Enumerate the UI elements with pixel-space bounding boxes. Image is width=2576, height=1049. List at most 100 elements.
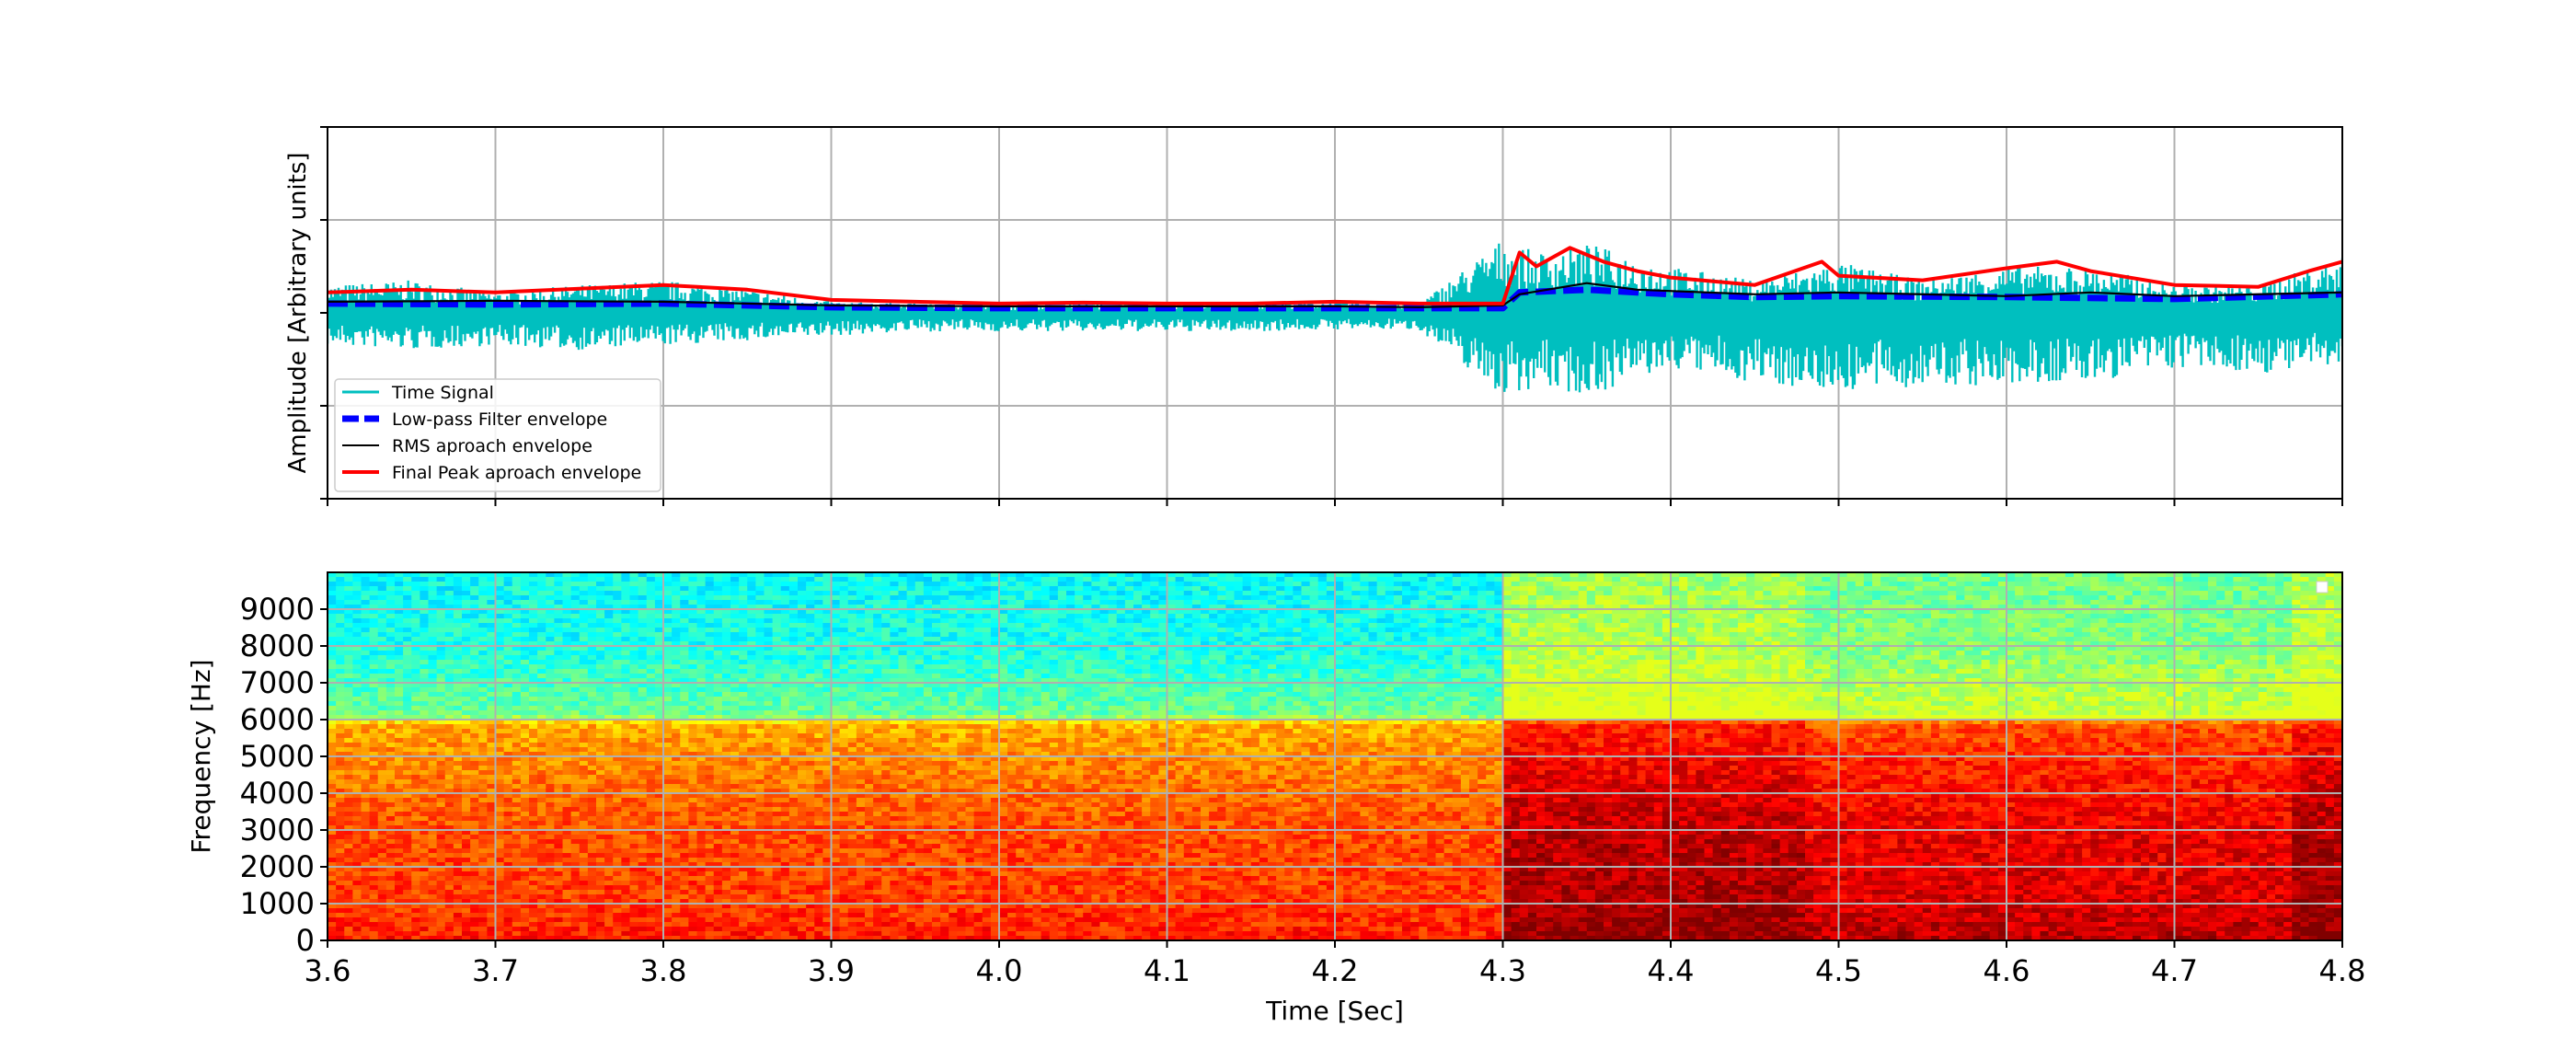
spectrogram-cell	[503, 890, 513, 895]
spectrogram-cell	[352, 798, 362, 803]
spectrogram-cell	[444, 830, 454, 836]
spectrogram-cell	[721, 848, 731, 854]
spectrogram-cell	[621, 669, 631, 674]
legend-label-final-peak: Final Peak aproach envelope	[392, 463, 641, 483]
spectrogram-cell	[428, 825, 438, 831]
spectrogram-cell	[403, 825, 412, 831]
spectrogram-cell	[377, 618, 387, 624]
spectrogram-cell	[512, 586, 522, 592]
spectrogram-cell	[696, 637, 707, 642]
spectrogram-cell	[638, 766, 648, 771]
spectrogram-cell	[478, 848, 488, 854]
spectrogram-cell	[772, 692, 782, 697]
spectrogram-cell	[529, 651, 538, 656]
spectrogram-cell	[403, 894, 412, 900]
spectrogram-cell	[688, 789, 698, 794]
spectrogram-cell	[328, 876, 337, 882]
spectrogram-cell	[713, 899, 723, 905]
spectrogram-cell	[328, 669, 337, 674]
spectrogram-cell	[596, 835, 605, 840]
spectrogram-cell	[638, 816, 648, 822]
spectrogram-cell	[788, 710, 799, 716]
spectrogram-cell	[428, 701, 438, 707]
spectrogram-cell	[629, 729, 639, 734]
spectrogram-cell	[663, 812, 673, 817]
spectrogram-cell	[470, 733, 479, 739]
spectrogram-cell	[579, 632, 589, 638]
spectrogram-cell	[755, 779, 765, 785]
spectrogram-cell	[780, 812, 790, 817]
spectrogram-cell	[696, 701, 707, 707]
spectrogram-cell	[646, 839, 656, 845]
spectrogram-cell	[428, 747, 438, 753]
spectrogram-cell	[788, 692, 799, 697]
spectrogram-cell	[462, 798, 471, 803]
spectrogram-cell	[646, 931, 656, 937]
spectrogram-cell	[529, 683, 538, 688]
spectrogram-cell	[328, 825, 337, 831]
spectrogram-cell	[764, 678, 774, 684]
spectrogram-cell	[562, 867, 572, 872]
spectrogram-cell	[328, 913, 337, 918]
spectrogram-cell	[352, 706, 362, 711]
spectrogram-cell	[352, 651, 362, 656]
spectrogram-cell	[780, 600, 790, 605]
spectrogram-cell	[579, 807, 589, 813]
spectrogram-cell	[798, 844, 807, 849]
spectrogram-cell	[420, 752, 430, 757]
spectrogram-cell	[428, 904, 438, 909]
spectrogram-cell	[780, 752, 790, 757]
spectrogram-cell	[520, 931, 530, 937]
spectrogram-cell	[629, 743, 639, 748]
spectrogram-cell	[411, 618, 420, 624]
spectrogram-cell	[730, 582, 740, 587]
spectrogram-cell	[361, 577, 371, 582]
spectrogram-cell	[420, 609, 430, 615]
spectrogram-cell	[646, 724, 656, 730]
spectrogram-cell	[739, 747, 748, 753]
spectrogram-cell	[478, 628, 488, 633]
spectrogram-cell	[831, 807, 841, 813]
spectrogram-cell	[420, 651, 430, 656]
spectrogram-cell	[798, 931, 807, 937]
spectrogram-cell	[721, 747, 731, 753]
spectrogram-cell	[428, 779, 438, 785]
spectrogram-cell	[520, 720, 530, 725]
spectrogram-cell	[688, 839, 698, 845]
spectrogram-cell	[503, 664, 513, 670]
spectrogram-cell	[546, 710, 555, 716]
spectrogram-cell	[806, 848, 815, 854]
spectrogram-cell	[470, 577, 479, 582]
spectrogram-cell	[428, 614, 438, 619]
spectrogram-cell	[554, 853, 564, 859]
spectrogram-cell	[529, 674, 538, 679]
spectrogram-cell	[587, 582, 597, 587]
spectrogram-cell	[672, 595, 681, 601]
spectrogram-cell	[520, 871, 530, 877]
spectrogram-cell	[503, 807, 513, 813]
spectrogram-cell	[369, 738, 379, 744]
spectrogram-cell	[596, 931, 605, 937]
spectrogram-cell	[444, 655, 454, 661]
spectrogram-cell	[604, 572, 614, 578]
spectrogram-cell	[713, 807, 723, 813]
spectrogram-cell	[385, 600, 396, 605]
spectrogram-cell	[747, 641, 756, 647]
spectrogram-cell	[529, 830, 538, 836]
spectrogram-cell	[579, 936, 589, 940]
spectrogram-cell	[529, 885, 538, 891]
spectrogram-cell	[537, 605, 546, 610]
spectrogram-cell	[806, 927, 815, 932]
spectrogram-cell	[352, 628, 362, 633]
spectrogram-cell	[336, 618, 345, 624]
spectrogram-cell	[395, 821, 404, 826]
spectrogram-cell	[755, 766, 765, 771]
spectrogram-cell	[587, 743, 597, 748]
spectrogram-cell	[688, 816, 698, 822]
spectrogram-cell	[788, 871, 799, 877]
spectrogram-cell	[520, 867, 530, 872]
spectrogram-cell	[411, 858, 420, 863]
spectrogram-cell	[385, 724, 396, 730]
spectrogram-cell	[385, 738, 396, 744]
spectrogram-cell	[713, 784, 723, 790]
